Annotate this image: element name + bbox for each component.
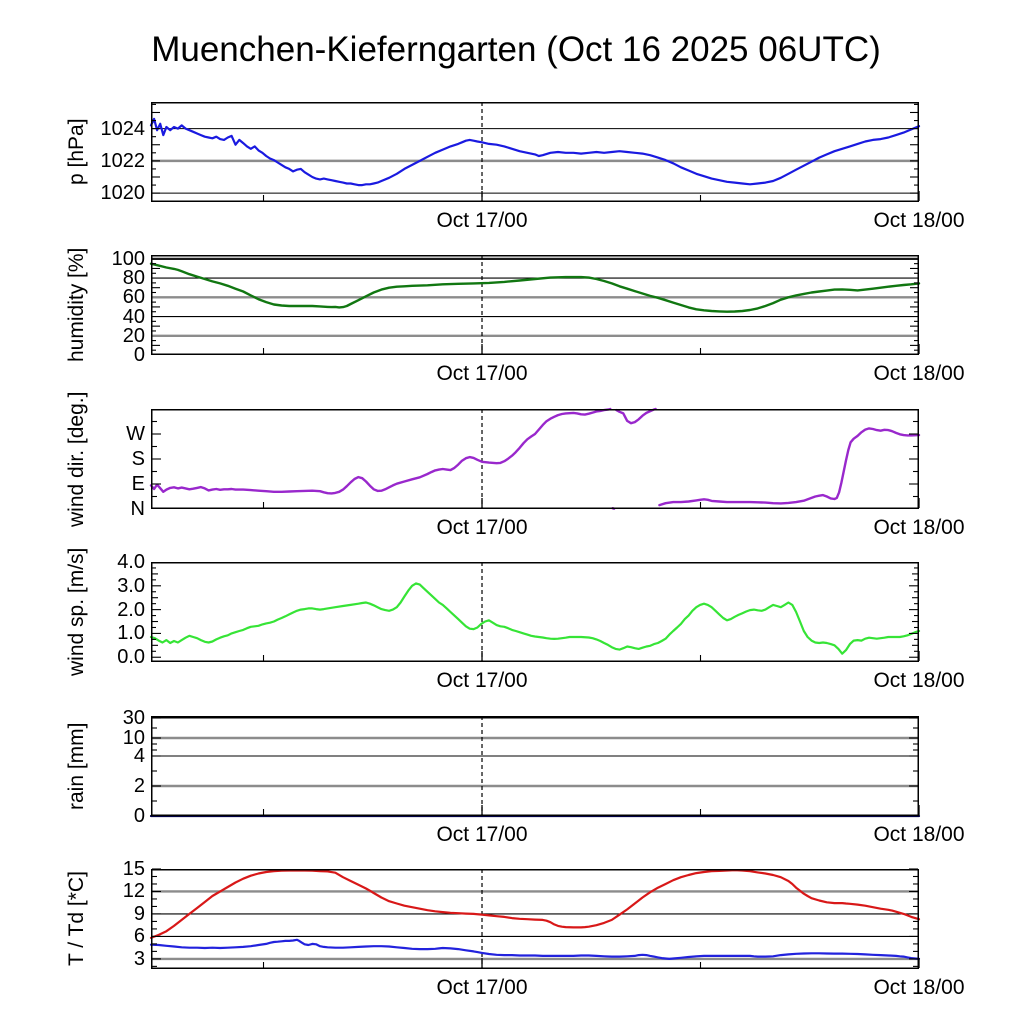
plot-wind_speed xyxy=(149,562,921,662)
x-tick-label-wind_dir: Oct 18/00 xyxy=(873,516,965,539)
series-pressure xyxy=(149,117,921,187)
x-tick-label-pressure: Oct 17/00 xyxy=(436,209,528,232)
series-wind-direction xyxy=(149,407,921,510)
x-tick-label-wind_speed: Oct 18/00 xyxy=(873,669,965,692)
y-tick-label-temperature: 9 xyxy=(133,902,145,925)
y-tick-label-wind_speed: 1.0 xyxy=(117,622,145,645)
y-tick-label-pressure: 1020 xyxy=(100,182,146,205)
plot-humidity xyxy=(149,255,921,355)
series-dew-point xyxy=(149,938,921,960)
y-tick-label-wind_speed: 0.0 xyxy=(117,646,145,669)
y-tick-label-humidity: 60 xyxy=(122,286,145,309)
y-tick-label-wind_dir: W xyxy=(126,423,145,445)
series-temperature xyxy=(149,869,921,939)
y-tick-label-temperature: 6 xyxy=(133,925,145,948)
y-tick-label-rain: 30 xyxy=(122,707,145,729)
x-tick-label-humidity: Oct 17/00 xyxy=(436,362,528,385)
y-tick-label-wind_speed: 2.0 xyxy=(117,598,145,621)
y-tick-label-rain: 10 xyxy=(122,727,145,749)
y-tick-label-humidity: 0 xyxy=(133,344,145,366)
x-tick-label-temperature: Oct 18/00 xyxy=(873,976,965,999)
x-tick-label-temperature: Oct 17/00 xyxy=(436,976,528,999)
y-tick-label-rain: 4 xyxy=(133,745,145,767)
y-tick-label-wind_dir: E xyxy=(131,473,145,495)
x-tick-label-humidity: Oct 18/00 xyxy=(873,362,965,385)
y-tick-label-pressure: 1024 xyxy=(100,117,146,140)
y-tick-label-humidity: 80 xyxy=(122,267,145,290)
plot-pressure xyxy=(149,102,921,202)
y-tick-label-wind_dir: S xyxy=(131,448,145,470)
y-tick-label-wind_dir: N xyxy=(130,498,145,520)
y-tick-label-pressure: 1022 xyxy=(100,149,146,172)
y-tick-label-wind_speed: 4.0 xyxy=(117,551,145,573)
x-tick-label-wind_dir: Oct 17/00 xyxy=(436,516,528,539)
y-tick-label-humidity: 20 xyxy=(122,324,145,347)
y-tick-label-humidity: 100 xyxy=(111,247,145,270)
plot-rain xyxy=(149,716,921,818)
y-tick-label-rain: 0 xyxy=(133,805,145,827)
series-humidity xyxy=(149,262,921,313)
x-tick-label-wind_speed: Oct 17/00 xyxy=(436,669,528,692)
y-tick-label-temperature: 3 xyxy=(133,947,145,970)
y-tick-label-humidity: 40 xyxy=(122,305,145,328)
x-tick-label-rain: Oct 18/00 xyxy=(873,823,965,846)
page-title: Muenchen-Kieferngarten (Oct 16 2025 06UT… xyxy=(151,30,881,69)
y-tick-label-temperature: 12 xyxy=(122,880,145,903)
x-tick-label-pressure: Oct 18/00 xyxy=(873,209,965,232)
y-tick-label-temperature: 15 xyxy=(122,858,145,880)
series-wind-speed xyxy=(149,582,921,655)
plot-wind_dir xyxy=(149,407,921,510)
x-tick-label-rain: Oct 17/00 xyxy=(436,823,528,846)
y-tick-label-wind_speed: 3.0 xyxy=(117,574,145,597)
y-tick-label-rain: 2 xyxy=(133,775,145,797)
plot-temperature xyxy=(149,868,921,969)
